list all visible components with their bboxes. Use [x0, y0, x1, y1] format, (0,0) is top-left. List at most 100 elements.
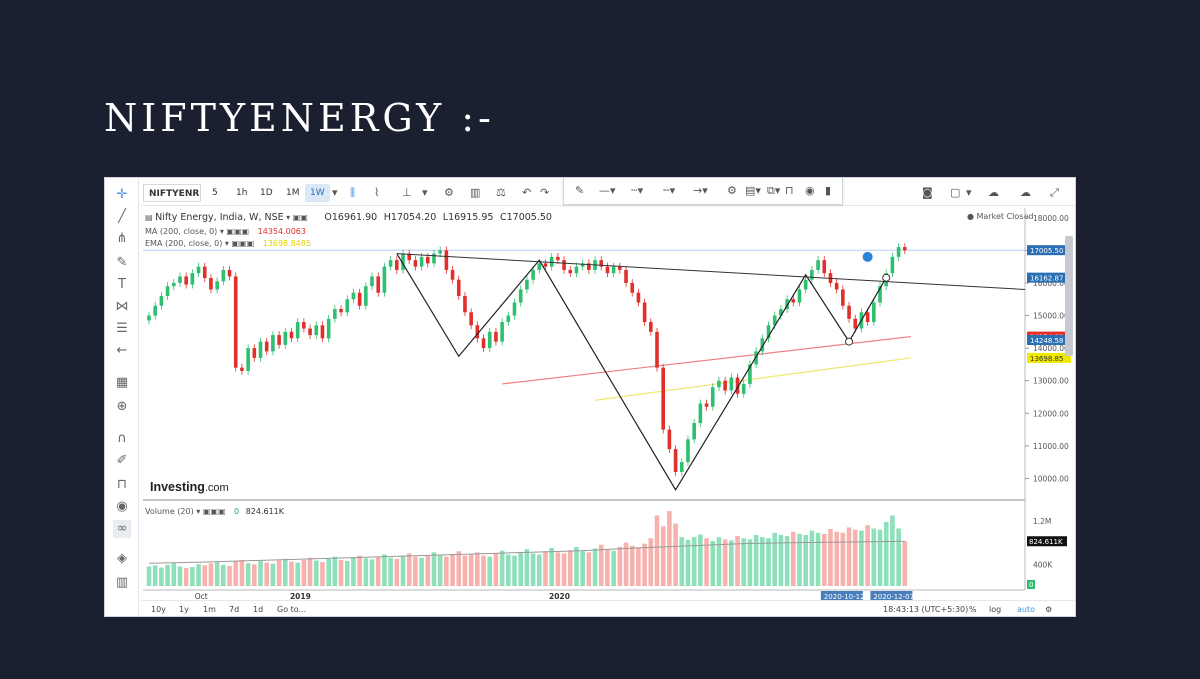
- interval-1w[interactable]: 1W: [305, 184, 330, 202]
- range-7d[interactable]: 7d: [229, 605, 240, 614]
- arrow-end-icon[interactable]: →▾: [693, 184, 708, 197]
- volume-bar: [270, 563, 276, 586]
- volume-controls-icon[interactable]: ▾ ▣▣▣: [196, 507, 226, 516]
- w-pattern-line: [396, 253, 887, 492]
- lock-drawing-icon[interactable]: ⊓: [785, 184, 794, 197]
- percent-toggle[interactable]: %: [969, 605, 977, 614]
- camera-icon[interactable]: ◙: [922, 186, 933, 199]
- stay-drawing-icon[interactable]: ✐: [116, 453, 128, 468]
- go-to-button[interactable]: Go to...: [277, 605, 307, 614]
- clone-icon[interactable]: ⧉▾: [767, 184, 781, 197]
- layers-icon[interactable]: ◈: [117, 551, 127, 566]
- line-color-icon[interactable]: —▾: [599, 184, 616, 197]
- volume-bar: [784, 536, 790, 586]
- volume-bar: [586, 552, 592, 586]
- template-dropdown-icon[interactable]: ▾: [966, 186, 972, 199]
- lock-icon[interactable]: ⊓: [116, 477, 128, 492]
- pitchfork-icon[interactable]: ⋔: [116, 231, 128, 246]
- candle-up: [766, 325, 771, 339]
- settings-icon[interactable]: ⚙: [444, 186, 454, 199]
- symbol-input[interactable]: NIFTYENR: [143, 184, 201, 202]
- back-arrow-icon[interactable]: ←: [116, 343, 128, 358]
- range-1y[interactable]: 1y: [179, 605, 189, 614]
- price-chart[interactable]: 10000.00 11000.00 12000.00 13000.00 14000.00…: [105, 178, 1075, 617]
- bars-icon[interactable]: ⊥: [402, 186, 412, 199]
- candle-up: [710, 387, 715, 407]
- candle-down: [853, 318, 858, 329]
- legend-high: H17054.20: [383, 212, 437, 223]
- interval-5[interactable]: 5: [212, 188, 218, 198]
- candle-down: [834, 282, 839, 290]
- interval-1d[interactable]: 1D: [260, 188, 273, 198]
- template-icon[interactable]: ▢: [950, 186, 961, 199]
- line-width-icon[interactable]: ┄▾: [631, 184, 644, 197]
- volume-bar: [524, 549, 530, 586]
- candle-down: [444, 250, 449, 270]
- ma-value: 14354.0063: [257, 227, 306, 236]
- drawing-settings-icon[interactable]: ⚙: [727, 184, 737, 197]
- candle-down: [562, 260, 566, 270]
- volume-bar: [561, 553, 567, 586]
- cloud-load-icon[interactable]: ☁: [988, 186, 999, 199]
- legend-icon[interactable]: ▤: [145, 213, 156, 222]
- link-icon[interactable]: ∞: [113, 520, 131, 538]
- candle-down: [308, 328, 312, 336]
- candle-down: [277, 335, 281, 345]
- interval-dropdown-icon[interactable]: ▾: [332, 186, 338, 199]
- x-tick-label: 2020: [549, 592, 570, 601]
- candle-up: [686, 439, 690, 463]
- cloud-save-icon[interactable]: ☁: [1020, 186, 1031, 199]
- eye-icon[interactable]: ◉: [116, 499, 128, 514]
- ema-controls-icon[interactable]: ▾ ▣▣▣: [224, 239, 255, 248]
- volume-bar: [685, 539, 691, 586]
- chart-settings-icon[interactable]: ⚙: [1045, 605, 1053, 614]
- fib-icon[interactable]: ☰: [116, 321, 128, 336]
- range-1d[interactable]: 1d: [253, 605, 264, 614]
- chart-type-dropdown-icon[interactable]: ▾: [422, 186, 428, 199]
- auto-toggle[interactable]: auto: [1017, 605, 1036, 614]
- price-label: 16162.87: [1030, 275, 1063, 283]
- volume-bar: [592, 548, 598, 586]
- pencil-icon[interactable]: ✎: [575, 184, 585, 197]
- range-10y[interactable]: 10y: [151, 605, 166, 614]
- price-label-box: [1027, 245, 1071, 256]
- brush-icon[interactable]: ✎: [116, 255, 128, 270]
- magnet-icon[interactable]: ∩: [117, 431, 127, 446]
- hide-drawing-icon[interactable]: ◉: [805, 184, 815, 197]
- indicators-icon[interactable]: ▥: [470, 186, 481, 199]
- volume-bar: [252, 564, 257, 586]
- candle-down: [791, 299, 796, 303]
- interval-1m[interactable]: 1M: [286, 188, 300, 198]
- volume-bar: [394, 558, 400, 586]
- volume-bar: [152, 565, 158, 586]
- trash-icon[interactable]: ▥: [115, 575, 129, 590]
- zoom-in-icon[interactable]: ⊕: [116, 399, 128, 414]
- volume-bar: [555, 552, 561, 586]
- pattern-icon[interactable]: ⋈: [115, 299, 129, 314]
- interval-1h[interactable]: 1h: [236, 188, 248, 198]
- crosshair-icon[interactable]: ✛: [116, 187, 128, 202]
- text-icon[interactable]: T: [118, 277, 126, 292]
- candle-down: [587, 263, 591, 270]
- volume-bar: [747, 539, 753, 586]
- price-scrollbar[interactable]: [1065, 236, 1073, 356]
- log-toggle[interactable]: log: [989, 605, 1002, 614]
- volume-bar: [487, 556, 493, 586]
- ma-controls-icon[interactable]: ▾ ▣▣▣: [219, 227, 250, 236]
- area-chart-icon[interactable]: ⌇: [374, 186, 380, 199]
- line-style-icon[interactable]: ╌▾: [663, 184, 676, 197]
- delete-drawing-icon[interactable]: ▮: [825, 184, 832, 197]
- measure-icon[interactable]: ▦: [115, 375, 129, 390]
- candles-icon[interactable]: ⫼: [350, 186, 356, 199]
- visibility-icon[interactable]: ▤▾: [745, 184, 761, 197]
- volume-bar: [208, 563, 214, 586]
- range-1m[interactable]: 1m: [203, 605, 216, 614]
- fullscreen-icon[interactable]: ⤢: [1050, 186, 1059, 199]
- redo-icon[interactable]: ↷: [540, 186, 550, 199]
- legend-dropdown-icon[interactable]: ▾ ▣▣: [286, 213, 308, 222]
- y-tick-label: 13000.00: [1033, 377, 1069, 386]
- undo-icon[interactable]: ↶: [522, 186, 532, 199]
- compare-icon[interactable]: ⚖: [496, 186, 506, 199]
- volume-bar: [865, 525, 870, 586]
- trend-line-icon[interactable]: ╱: [118, 209, 126, 224]
